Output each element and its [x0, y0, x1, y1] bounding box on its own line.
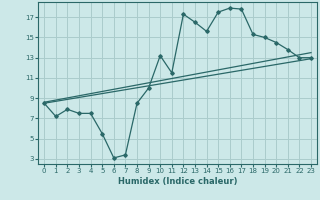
X-axis label: Humidex (Indice chaleur): Humidex (Indice chaleur) — [118, 177, 237, 186]
